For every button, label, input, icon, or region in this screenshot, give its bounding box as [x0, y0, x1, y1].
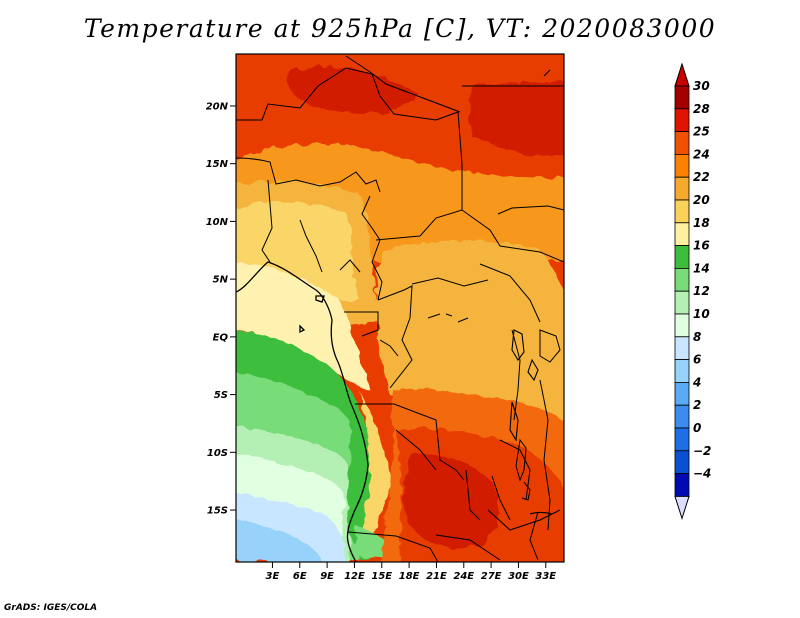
map-frame — [235, 53, 565, 563]
colorbar-label: 30 — [693, 79, 710, 93]
lat-tick-label: 5N — [213, 275, 229, 286]
lat-tick-label: 10S — [207, 448, 228, 459]
colorbar-swatch — [674, 176, 690, 201]
colorbar-label: 24 — [693, 147, 710, 161]
colorbar-swatch — [674, 222, 690, 247]
colorbar-swatch — [674, 108, 690, 133]
lat-tick-label: EQ — [213, 332, 229, 343]
colorbar-swatch — [674, 473, 690, 497]
field-north-hottest — [287, 66, 564, 157]
colorbar-swatch — [674, 85, 690, 110]
colorbar-label: 25 — [693, 125, 710, 139]
map-title: Temperature at 925hPa [C], VT: 202008300… — [83, 14, 717, 43]
lon-tick-label: 6E — [293, 571, 307, 582]
colorbar-swatch — [674, 381, 690, 406]
lon-tick-label: 21E — [426, 571, 447, 582]
lakes — [509, 329, 553, 515]
colorbar-label: 18 — [693, 216, 710, 230]
field-gulf-18 — [236, 262, 372, 392]
colorbar-swatch — [674, 131, 690, 155]
colorbar-label: 0 — [693, 421, 701, 435]
grads-credit: GrADS: IGES/COLA — [4, 603, 98, 613]
field-interior-30 — [403, 453, 499, 549]
colorbar-label: 12 — [693, 284, 710, 298]
colorbar-label: −2 — [693, 444, 711, 458]
colorbar-top-arrow — [674, 62, 690, 87]
country-borders — [236, 55, 564, 562]
colorbar-bottom-arrow — [674, 495, 690, 521]
colorbar-label: 22 — [693, 170, 710, 184]
lon-tick-label: 33E — [535, 571, 556, 582]
temperature-field — [236, 54, 564, 562]
lat-tick-label: 10N — [206, 217, 229, 228]
colorbar-label: 6 — [693, 353, 701, 367]
colorbar-swatch — [674, 336, 690, 360]
colorbar-swatch — [674, 245, 690, 269]
lon-tick-label: 27E — [481, 571, 502, 582]
colorbar-label: 2 — [693, 398, 701, 412]
colorbar-label: 16 — [693, 239, 710, 253]
lon-tick-label: 9E — [320, 571, 334, 582]
field-coast-20 — [360, 392, 392, 548]
colorbar-label: 4 — [692, 375, 701, 389]
colorbar-swatch — [674, 313, 690, 338]
colorbar-label: 14 — [693, 261, 710, 275]
colorbar-label: 10 — [693, 307, 710, 321]
colorbar-label: 20 — [693, 193, 710, 207]
colorbar-swatch — [674, 450, 690, 474]
colorbar-swatch — [674, 427, 690, 452]
lon-tick-label: 24E — [453, 571, 474, 582]
colorbar-swatch — [674, 359, 690, 383]
field-ocean-6 — [236, 519, 322, 562]
colorbar-swatch — [674, 290, 690, 315]
colorbar-swatch — [674, 404, 690, 429]
latitude-axis: 20N 15N 10N 5N EQ 5S 10S 15S — [206, 101, 236, 517]
lon-tick-label: 12E — [344, 571, 365, 582]
lon-tick-label: 30E — [508, 571, 529, 582]
coastline — [236, 261, 369, 562]
colorbar-swatch — [674, 199, 690, 224]
colorbar-swatch — [674, 267, 690, 292]
colorbar-label: −4 — [693, 467, 711, 481]
lon-tick-label: 3E — [266, 571, 280, 582]
field-coast-16 — [346, 395, 380, 545]
lat-tick-label: 15S — [207, 506, 228, 517]
colorbar-label: 8 — [693, 330, 701, 344]
lon-tick-label: 18E — [399, 571, 420, 582]
colorbar-swatch — [674, 153, 690, 178]
lat-tick-label: 15N — [206, 159, 229, 170]
lon-tick-label: 15E — [371, 571, 392, 582]
lat-tick-label: 20N — [206, 101, 229, 112]
lat-tick-label: 5S — [214, 390, 228, 401]
colorbar-label: 28 — [693, 102, 710, 116]
longitude-axis: 3E 6E 9E 12E 15E 18E 21E 24E 27E 30E 33E — [266, 562, 556, 582]
